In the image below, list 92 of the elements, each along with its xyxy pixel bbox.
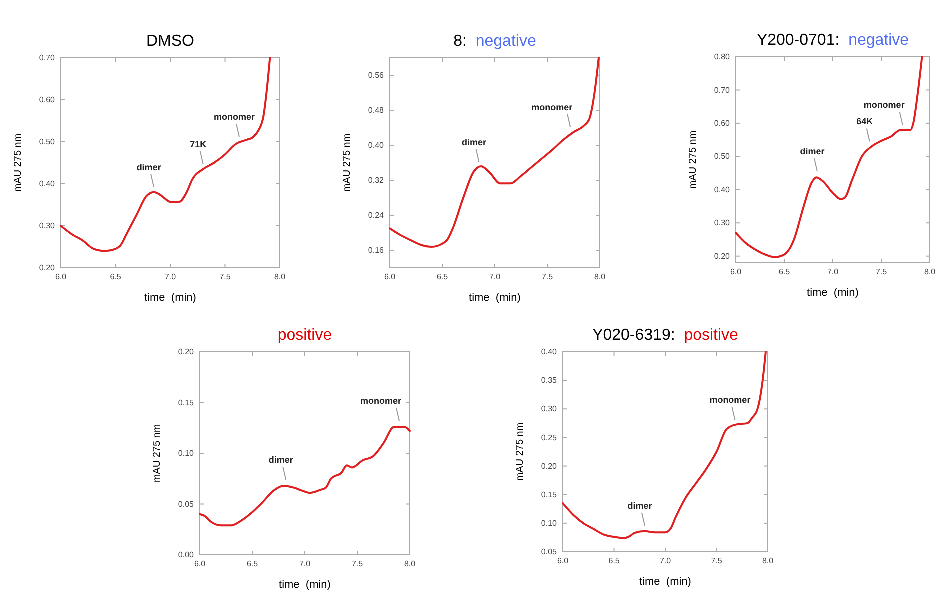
y-tick-label: 0.20 [39, 264, 56, 273]
x-tick-label: 7.0 [660, 556, 672, 566]
y-axis-title: mAU 275 nm [515, 422, 526, 482]
y-tick-label: 0.24 [368, 211, 385, 220]
x-tick-label: 6.0 [194, 560, 206, 569]
annotation: monomer [360, 396, 402, 406]
x-axis-title: time (min) [807, 287, 859, 299]
chart-subtitle: positive [684, 327, 739, 344]
y-tick-label: 0.40 [541, 348, 558, 357]
line-series [389, 57, 600, 248]
y-tick-label: 0.32 [368, 176, 385, 186]
annotation: monomer [532, 102, 574, 112]
x-tick-label: 6.0 [384, 272, 396, 282]
x-axis-title: time (min) [144, 292, 196, 304]
annotation: 64K [856, 116, 874, 127]
chart-title: 8: [454, 33, 476, 50]
y-tick-label: 0.70 [39, 54, 56, 63]
y-tick-label: 0.05 [541, 548, 558, 557]
annotation: dimer [628, 500, 653, 511]
x-tick-label: 7.5 [711, 556, 723, 566]
x-tick-label: 6.0 [557, 556, 570, 566]
y-tick-label: 0.50 [714, 152, 731, 162]
x-tick-label: 7.0 [299, 560, 312, 569]
y-tick-label: 0.60 [714, 119, 731, 128]
x-tick-label: 7.0 [164, 272, 177, 282]
y-tick-label: 0.50 [39, 138, 56, 147]
line-series [562, 351, 767, 540]
x-axis-title: time (min) [640, 576, 692, 588]
y-tick-label: 0.48 [368, 106, 385, 116]
x-tick-label: 7.5 [542, 272, 554, 282]
x-tick-label: 8.0 [762, 556, 774, 566]
y-tick-label: 0.35 [541, 376, 558, 386]
y-tick-label: 0.20 [714, 252, 731, 261]
x-tick-label: 6.0 [55, 272, 68, 282]
x-tick-label: 7.0 [489, 272, 502, 282]
annotation: dimer [268, 454, 294, 465]
y-axis-title: mAU 275 nm [342, 134, 353, 192]
line-series [60, 57, 272, 252]
y-tick-label: 0.30 [39, 222, 56, 231]
chart-title: DMSO [146, 33, 194, 50]
line-series [199, 426, 411, 527]
annotation: monomer [214, 112, 256, 122]
chart-title: Y020-6319: [592, 327, 684, 344]
x-axis-title: time (min) [279, 579, 331, 591]
y-tick-label: 0.15 [541, 490, 558, 500]
y-tick-label: 0.40 [39, 180, 56, 189]
y-tick-label: 0.05 [178, 500, 195, 509]
y-tick-label: 0.30 [541, 404, 558, 414]
x-tick-label: 7.5 [220, 272, 232, 282]
x-tick-label: 7.5 [876, 268, 888, 277]
annotation: dimer [462, 137, 487, 148]
chart-subtitle: positive [278, 327, 332, 344]
y-tick-label: 0.00 [178, 550, 195, 560]
y-tick-label: 0.40 [714, 185, 731, 194]
y-tick-label: 0.30 [714, 218, 731, 228]
y-tick-label: 0.70 [714, 86, 731, 95]
x-tick-label: 8.0 [404, 560, 416, 569]
y-tick-label: 0.40 [368, 141, 385, 150]
x-tick-label: 6.5 [436, 272, 449, 282]
y-tick-label: 0.56 [368, 71, 385, 80]
y-tick-label: 0.20 [178, 348, 195, 357]
x-tick-label: 7.5 [352, 560, 364, 569]
y-tick-label: 0.20 [541, 462, 558, 471]
chart-subtitle: negative [848, 32, 910, 49]
y-axis-title: mAU 275 nm [13, 134, 24, 192]
y-tick-label: 0.25 [541, 433, 558, 442]
y-tick-label: 0.10 [178, 449, 195, 458]
y-tick-label: 0.15 [178, 398, 195, 408]
x-tick-label: 6.5 [110, 272, 122, 282]
x-tick-label: 6.0 [730, 268, 742, 277]
x-tick-label: 8.0 [274, 272, 286, 282]
y-tick-label: 0.16 [368, 246, 385, 256]
y-axis-title: mAU 275 nm [688, 130, 699, 190]
annotation: monomer [710, 395, 752, 406]
chart-subtitle: negative [476, 33, 536, 50]
annotation: monomer [864, 100, 906, 110]
y-tick-label: 0.80 [714, 52, 731, 62]
chart-title: Y200-0701: [756, 32, 849, 49]
line-series [735, 56, 924, 258]
x-tick-label: 6.5 [246, 560, 259, 569]
y-axis-title: mAU 275 nm [152, 424, 163, 483]
x-tick-label: 7.0 [827, 268, 840, 277]
annotation: dimer [136, 162, 162, 172]
x-tick-label: 8.0 [924, 268, 936, 277]
x-tick-label: 6.5 [608, 556, 620, 566]
x-tick-label: 8.0 [594, 272, 606, 282]
y-tick-label: 0.10 [541, 518, 558, 528]
annotation: 71K [190, 139, 208, 150]
annotation: dimer [800, 146, 826, 157]
x-tick-label: 6.5 [778, 268, 791, 277]
y-tick-label: 0.60 [39, 96, 56, 105]
x-axis-title: time (min) [469, 292, 521, 304]
